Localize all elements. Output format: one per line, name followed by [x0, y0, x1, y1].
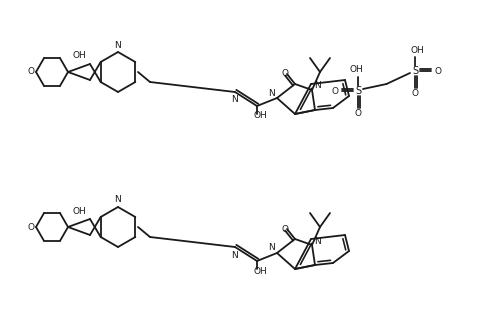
Text: O: O — [354, 109, 361, 118]
Text: N: N — [231, 251, 238, 260]
Text: O: O — [434, 66, 440, 75]
Text: N: N — [314, 82, 321, 91]
Text: N: N — [114, 40, 121, 49]
Text: S: S — [354, 86, 360, 96]
Text: O: O — [28, 67, 34, 77]
Text: N: N — [114, 196, 121, 205]
Text: S: S — [411, 66, 417, 76]
Text: N: N — [268, 243, 275, 252]
Text: OH: OH — [253, 266, 266, 276]
Text: O: O — [281, 225, 288, 234]
Text: OH: OH — [409, 45, 423, 54]
Text: OH: OH — [73, 206, 87, 215]
Text: O: O — [281, 70, 288, 78]
Text: O: O — [410, 90, 418, 99]
Text: OH: OH — [348, 66, 362, 74]
Text: N: N — [231, 95, 238, 104]
Text: N: N — [268, 88, 275, 98]
Text: N: N — [314, 236, 321, 245]
Text: O: O — [28, 222, 34, 231]
Text: OH: OH — [73, 52, 87, 61]
Text: OH: OH — [253, 112, 266, 121]
Text: O: O — [331, 87, 338, 95]
